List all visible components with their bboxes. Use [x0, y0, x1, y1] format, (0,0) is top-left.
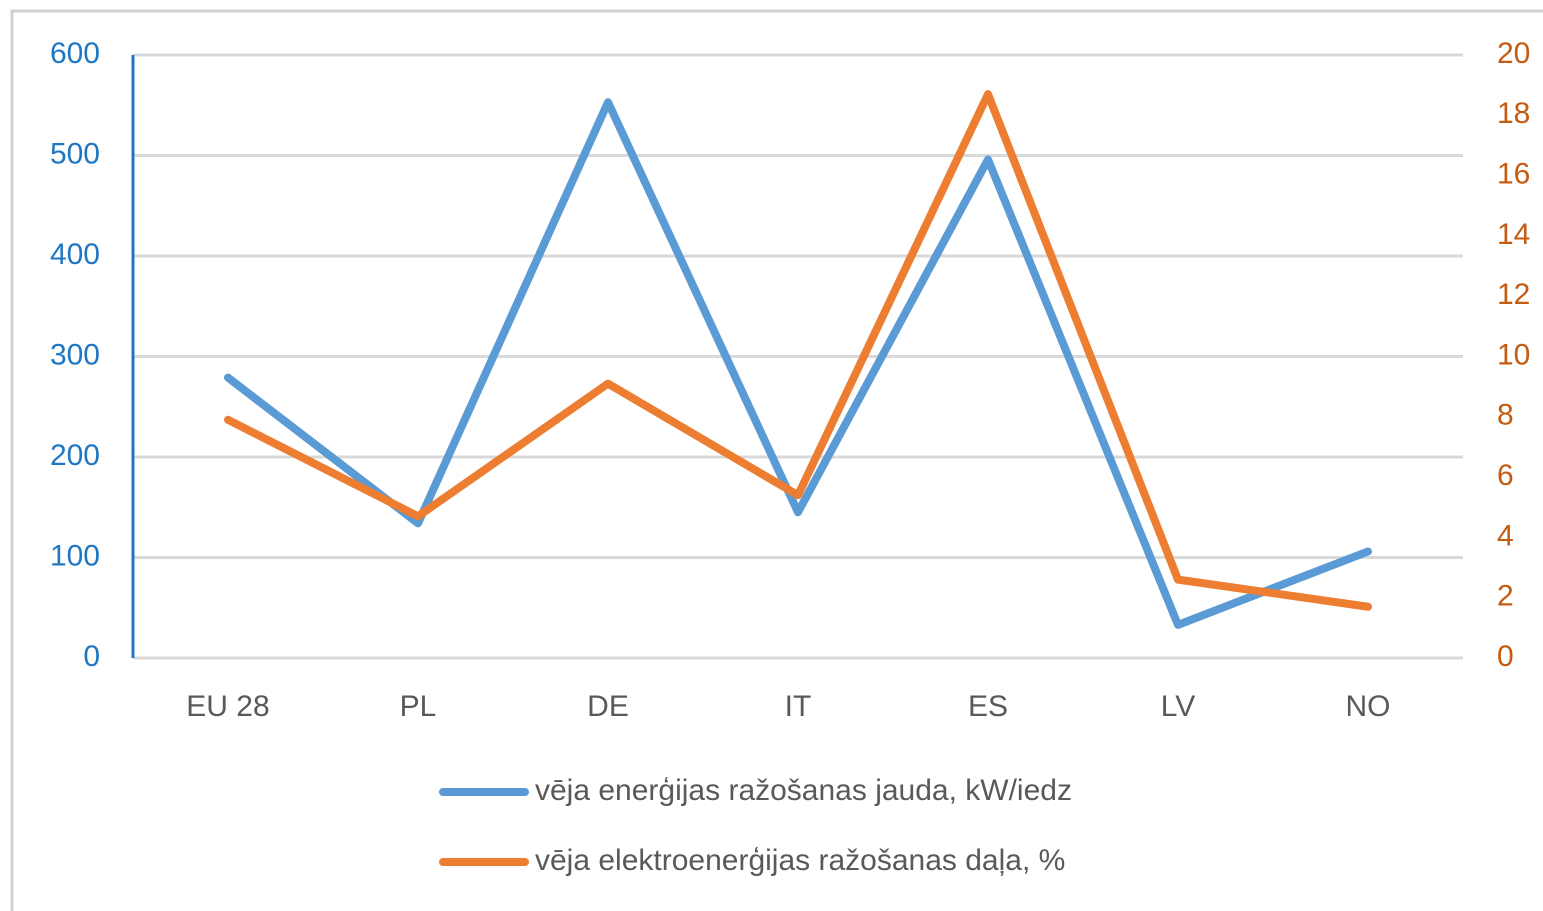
- x-tick-label: EU 28: [186, 690, 269, 723]
- y2-tick-label: 16: [1497, 158, 1530, 191]
- y2-tick-label: 0: [1497, 640, 1514, 673]
- y2-tick-label: 4: [1497, 519, 1514, 552]
- y2-tick-label: 20: [1497, 37, 1530, 70]
- y2-tick-label: 2: [1497, 580, 1514, 613]
- y2-tick-label: 14: [1497, 218, 1530, 251]
- x-tick-label: DE: [587, 690, 629, 723]
- y-tick-label: 0: [83, 640, 100, 673]
- series-line: [224, 98, 1372, 629]
- x-tick-label: NO: [1346, 690, 1391, 723]
- y2-tick-label: 6: [1497, 459, 1514, 492]
- y2-tick-label: 12: [1497, 278, 1530, 311]
- y-tick-label: 100: [50, 539, 100, 572]
- x-tick-label: IT: [785, 690, 812, 723]
- series-line: [224, 90, 1372, 611]
- x-tick-label: ES: [968, 690, 1008, 723]
- y-tick-label: 600: [50, 37, 100, 70]
- y-tick-label: 300: [50, 338, 100, 371]
- legend-label: vēja elektroenerģijas ražošanas daļa, %: [535, 844, 1065, 877]
- y2-tick-label: 10: [1497, 338, 1530, 371]
- legend-label: vēja enerģijas ražošanas jauda, kW/iedz: [535, 774, 1072, 807]
- y-tick-label: 500: [50, 137, 100, 170]
- y2-tick-label: 8: [1497, 399, 1514, 432]
- y2-tick-label: 18: [1497, 97, 1530, 130]
- y-tick-label: 200: [50, 439, 100, 472]
- chart-frame: [10, 9, 1543, 911]
- y-tick-label: 400: [50, 238, 100, 271]
- x-tick-label: LV: [1161, 690, 1195, 723]
- x-tick-label: PL: [400, 690, 437, 723]
